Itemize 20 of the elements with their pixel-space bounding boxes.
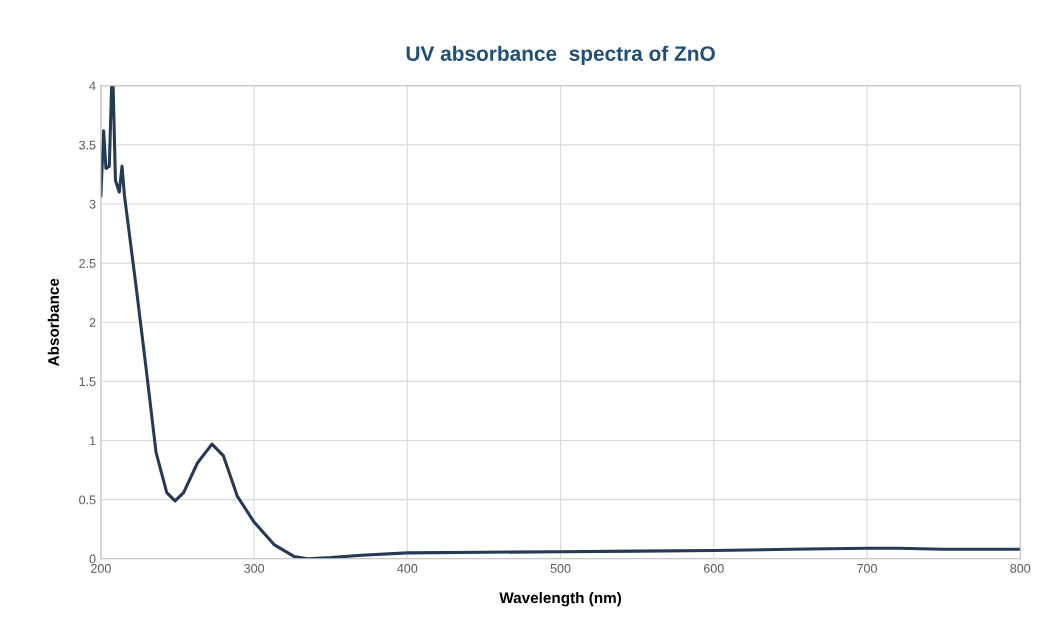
x-axis-title: Wavelength (nm) xyxy=(499,591,622,607)
y-tick-label: 1 xyxy=(90,436,96,446)
x-tick-label: 800 xyxy=(1010,563,1031,573)
y-tick-label: 3.5 xyxy=(79,140,96,150)
line-series xyxy=(100,85,1021,559)
x-tick-label: 400 xyxy=(397,563,418,573)
x-tick-label: 300 xyxy=(244,563,265,573)
y-tick-label: 0 xyxy=(89,554,96,564)
y-tick-label: 2.5 xyxy=(79,258,96,268)
y-tick-label: 0.5 xyxy=(79,495,96,505)
x-tick-label: 500 xyxy=(550,563,571,573)
x-tick-label: 200 xyxy=(91,563,111,573)
y-tick-label: 3 xyxy=(89,199,96,209)
y-tick-label: 2 xyxy=(89,318,96,327)
chart-title: UV absorbance spectra of ZnO xyxy=(406,45,715,66)
y-axis-title: Absorbance xyxy=(47,278,59,367)
x-tick-label: 600 xyxy=(703,563,724,573)
y-tick-label: 4 xyxy=(89,81,96,91)
x-tick-label: 700 xyxy=(857,563,877,573)
y-tick-label: 1.5 xyxy=(79,377,96,387)
